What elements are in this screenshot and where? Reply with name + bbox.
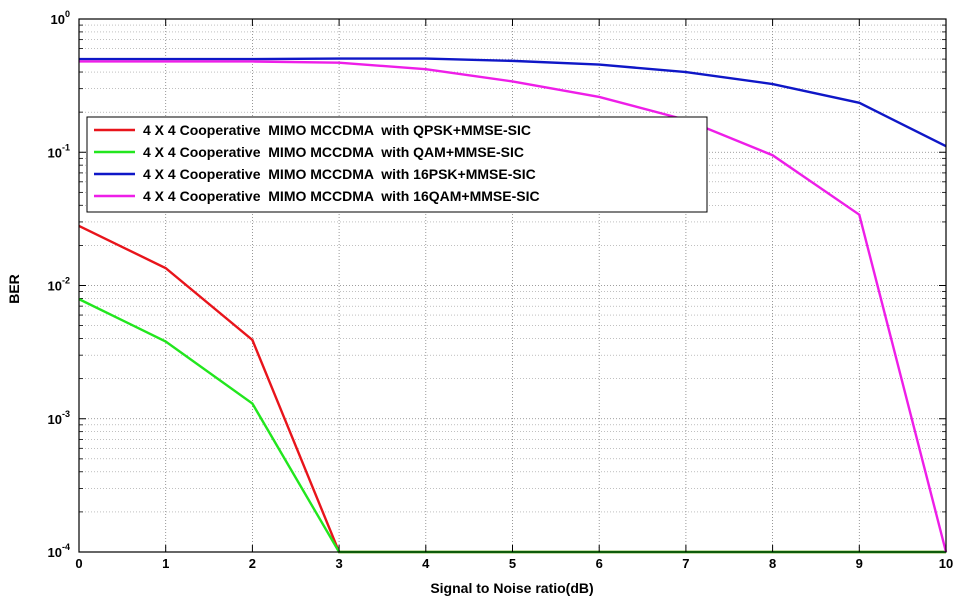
y-tick-exponent: 0 bbox=[65, 9, 70, 19]
y-tick-base: 10 bbox=[48, 412, 62, 427]
y-tick-label: 10-2 bbox=[48, 276, 70, 294]
x-tick-label: 1 bbox=[162, 556, 169, 571]
series-line-4 bbox=[79, 60, 948, 553]
x-tick-label: 5 bbox=[509, 556, 516, 571]
x-tick-label: 6 bbox=[596, 556, 603, 571]
y-tick-exponent: -3 bbox=[62, 409, 70, 419]
legend-box bbox=[86, 116, 708, 213]
legend-label-1: 4 X 4 Cooperative MIMO MCCDMA with QPSK+… bbox=[143, 122, 531, 138]
y-tick-label: 10-1 bbox=[48, 142, 70, 160]
y-tick-label: 10-4 bbox=[48, 542, 70, 560]
legend-label-2: 4 X 4 Cooperative MIMO MCCDMA with QAM+M… bbox=[143, 144, 524, 160]
x-tick-label: 4 bbox=[422, 556, 430, 571]
x-tick-label: 7 bbox=[682, 556, 689, 571]
x-tick-label: 10 bbox=[939, 556, 953, 571]
x-tick-label: 3 bbox=[335, 556, 342, 571]
y-tick-base: 10 bbox=[48, 279, 62, 294]
y-tick-label: 10-3 bbox=[48, 409, 70, 427]
x-tick-label: 8 bbox=[769, 556, 776, 571]
y-tick-exponent: -4 bbox=[62, 542, 70, 552]
y-tick-exponent: -1 bbox=[62, 142, 70, 152]
x-tick-label: 9 bbox=[856, 556, 863, 571]
legend-label-4: 4 X 4 Cooperative MIMO MCCDMA with 16QAM… bbox=[143, 188, 540, 204]
legend-label-3: 4 X 4 Cooperative MIMO MCCDMA with 16PSK… bbox=[143, 166, 536, 182]
plot-frame bbox=[78, 18, 947, 553]
y-tick-base: 10 bbox=[51, 12, 65, 27]
y-axis-label: BER bbox=[6, 274, 22, 304]
x-tick-label: 2 bbox=[249, 556, 256, 571]
x-axis-label: Signal to Noise ratio(dB) bbox=[430, 580, 593, 596]
y-tick-base: 10 bbox=[48, 545, 62, 560]
y-tick-base: 10 bbox=[48, 145, 62, 160]
series-line-3 bbox=[79, 57, 947, 148]
x-tick-label: 0 bbox=[75, 556, 82, 571]
y-tick-label: 100 bbox=[51, 9, 70, 27]
y-tick-exponent: -2 bbox=[62, 276, 70, 286]
grid bbox=[78, 19, 947, 553]
legend: 4 X 4 Cooperative MIMO MCCDMA with QPSK+… bbox=[86, 116, 708, 213]
